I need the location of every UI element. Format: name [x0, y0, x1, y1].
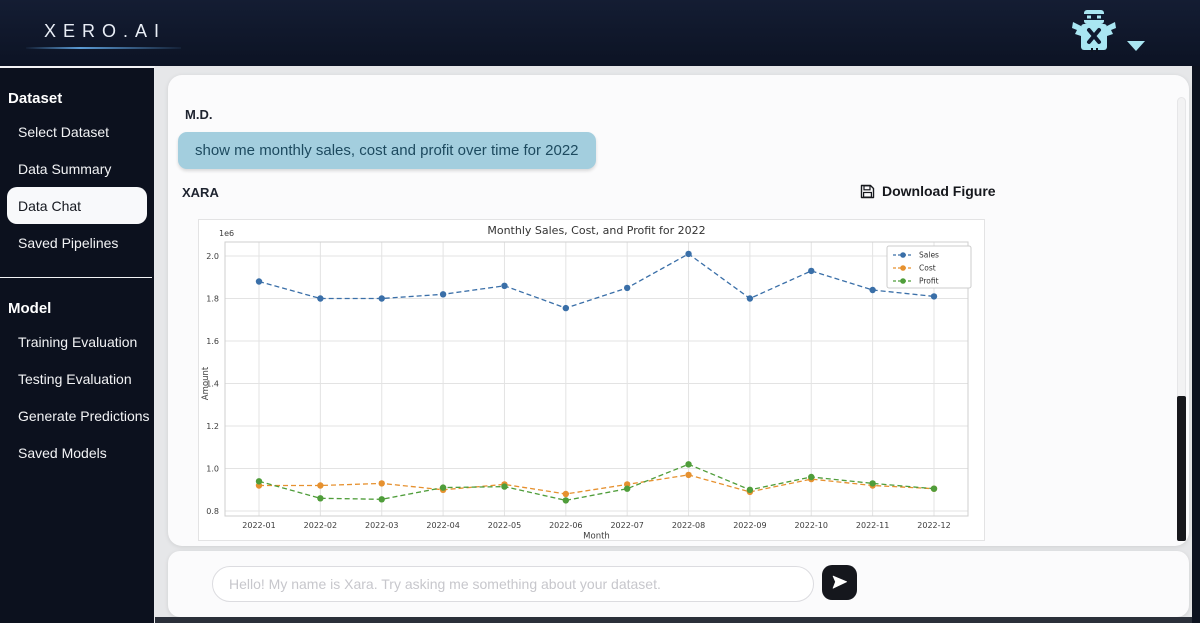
- sidebar-section-model: Model Training Evaluation Testing Evalua…: [0, 278, 154, 471]
- data-point-profit: [562, 497, 570, 504]
- sidebar-item-saved-pipelines[interactable]: Saved Pipelines: [18, 234, 119, 251]
- y-tick-label: 0.8: [206, 507, 219, 516]
- logo-underline: [26, 47, 181, 49]
- data-point-sales: [317, 295, 324, 302]
- data-point-profit: [439, 484, 447, 491]
- y-tick-label: 1.6: [206, 337, 219, 346]
- app-logo: XERO.AI: [44, 21, 167, 41]
- series-line-profit: [258, 463, 935, 502]
- x-tick-label: 2022-09: [733, 521, 766, 530]
- data-point-sales: [562, 304, 570, 312]
- data-point-profit: [317, 495, 324, 502]
- send-button[interactable]: [822, 565, 857, 600]
- chat-scrollbar-thumb[interactable]: [1177, 396, 1186, 541]
- data-point-cost: [317, 482, 324, 489]
- y-tick-label: 2.0: [206, 252, 219, 261]
- legend-label: Sales: [919, 251, 939, 260]
- data-point-cost: [685, 471, 692, 479]
- data-point-sales: [746, 295, 754, 302]
- legend-label: Profit: [919, 277, 939, 286]
- sidebar-title-dataset: Dataset: [8, 90, 63, 107]
- sidebar-item-generate-predictions[interactable]: Generate Predictions: [18, 407, 150, 424]
- chart-figure: 0.8 1.0 1.2 1.4 1.6 1.8 2.0 2022-01 2022-02 2022-…: [198, 219, 985, 542]
- data-point-profit: [869, 480, 876, 487]
- user-name-label: M.D.: [185, 107, 213, 122]
- sidebar-divider: [0, 277, 152, 278]
- chart-title: Monthly Sales, Cost, and Profit for 2022: [487, 224, 705, 237]
- data-point-profit: [378, 496, 385, 503]
- data-point-profit: [685, 461, 692, 468]
- x-tick-label: 2022-08: [672, 521, 705, 530]
- download-figure-label: Download Figure: [882, 183, 996, 199]
- legend-marker-dot: [900, 278, 906, 284]
- robot-mascot-icon[interactable]: [1069, 8, 1119, 59]
- legend-label: Cost: [919, 264, 936, 273]
- chevron-down-icon[interactable]: [1127, 41, 1145, 51]
- axis-offset-label: 1e6: [219, 229, 234, 238]
- y-tick-label: 1.4: [206, 379, 219, 388]
- data-point-sales: [439, 291, 447, 298]
- top-bar: XERO.AI: [0, 0, 1200, 66]
- chat-panel: M.D. show me monthly sales, cost and pro…: [168, 75, 1189, 546]
- series-line-cost: [259, 474, 935, 495]
- data-point-sales: [930, 293, 938, 300]
- x-tick-label: 2022-12: [917, 521, 950, 530]
- legend-marker-dot: [900, 252, 906, 258]
- sidebar: Dataset Select Dataset Data Summary Data…: [0, 66, 155, 623]
- sidebar-item-data-chat[interactable]: Data Chat: [7, 187, 147, 224]
- sidebar-item-select-dataset[interactable]: Select Dataset: [18, 123, 110, 140]
- sales-cost-profit-chart: 0.8 1.0 1.2 1.4 1.6 1.8 2.0 2022-01 2022-02 2022-…: [201, 224, 972, 542]
- sidebar-section-dataset: Dataset Select Dataset Data Summary Data…: [0, 68, 154, 261]
- data-point-profit: [623, 485, 631, 492]
- data-point-profit: [255, 478, 263, 485]
- legend-box: [886, 245, 972, 289]
- save-floppy-icon: [860, 184, 875, 198]
- x-tick-label: 2022-10: [795, 521, 828, 530]
- data-point-profit: [746, 486, 754, 493]
- x-tick-label: 2022-11: [856, 521, 889, 530]
- sidebar-item-data-summary[interactable]: Data Summary: [18, 160, 112, 177]
- data-point-sales: [501, 282, 508, 289]
- bottom-edge-strip: [155, 617, 1192, 623]
- data-point-sales: [378, 295, 385, 302]
- chat-message-input[interactable]: [212, 566, 814, 602]
- main-content: M.D. show me monthly sales, cost and pro…: [155, 66, 1192, 618]
- x-tick-label: 2022-01: [242, 521, 275, 530]
- composer-panel: [168, 551, 1189, 617]
- sidebar-item-training-evaluation[interactable]: Training Evaluation: [18, 333, 138, 350]
- data-point-profit: [808, 473, 815, 481]
- sidebar-item-testing-evaluation[interactable]: Testing Evaluation: [18, 370, 132, 387]
- x-tick-label: 2022-05: [488, 521, 521, 530]
- data-point-cost: [378, 480, 385, 487]
- data-point-profit: [930, 485, 938, 492]
- plot-border: [224, 241, 969, 517]
- account-menu[interactable]: [1069, 8, 1145, 59]
- data-point-profit: [501, 483, 508, 490]
- x-tick-label: 2022-07: [610, 521, 643, 530]
- sidebar-item-saved-models[interactable]: Saved Models: [18, 444, 107, 461]
- series-line-sales: [258, 253, 935, 309]
- data-point-sales: [869, 286, 876, 294]
- y-tick-label: 1.0: [206, 464, 219, 473]
- x-tick-label: 2022-04: [426, 521, 459, 530]
- data-point-sales: [808, 267, 815, 275]
- x-tick-label: 2022-03: [365, 521, 398, 530]
- paper-plane-icon: [832, 575, 848, 589]
- y-tick-label: 1.2: [206, 422, 219, 431]
- data-point-sales: [255, 278, 263, 285]
- download-figure-button[interactable]: Download Figure: [860, 183, 996, 199]
- y-tick-label: 1.8: [206, 294, 219, 303]
- data-point-sales: [685, 250, 692, 258]
- x-tick-label: 2022-06: [549, 521, 582, 530]
- legend-marker-dot: [900, 265, 906, 271]
- x-tick-label: 2022-02: [304, 521, 337, 530]
- user-message-bubble: show me monthly sales, cost and profit o…: [178, 132, 596, 169]
- sidebar-title-model: Model: [8, 300, 52, 317]
- y-axis-label: Amount: [201, 366, 211, 400]
- data-point-cost: [562, 490, 570, 498]
- data-point-sales: [623, 284, 631, 292]
- bot-name-label: XARA: [182, 185, 219, 200]
- x-axis-label: Month: [583, 532, 610, 541]
